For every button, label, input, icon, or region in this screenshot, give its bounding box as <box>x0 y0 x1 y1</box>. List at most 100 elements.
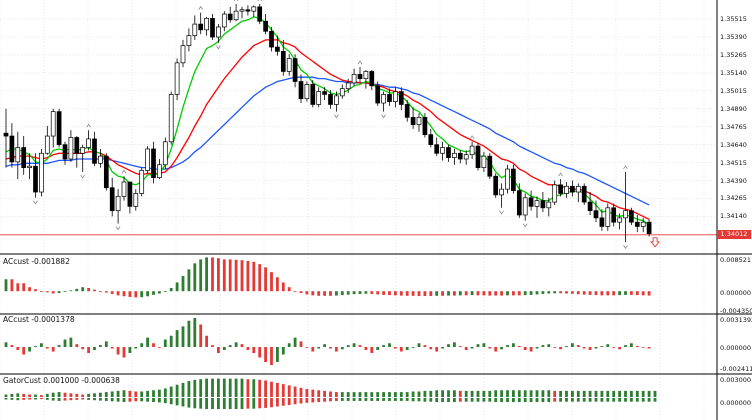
histogram-bar <box>152 343 155 347</box>
bear-candle <box>103 155 109 189</box>
histogram-bar <box>57 291 61 294</box>
histogram-bar <box>87 393 90 397</box>
bull-candle <box>27 165 32 168</box>
histogram-bar <box>352 392 356 397</box>
histogram-bar <box>270 398 273 408</box>
histogram-bar <box>535 398 539 403</box>
histogram-bar <box>116 291 120 296</box>
histogram-bar <box>264 267 267 292</box>
histogram-bar <box>81 287 85 292</box>
price-tick-label: 1.34390 <box>720 176 747 185</box>
histogram-bar <box>382 398 385 401</box>
fractal-arrow-icon <box>233 0 239 2</box>
bear-candle <box>493 175 499 196</box>
fractal-arrow-icon <box>86 123 91 128</box>
histogram-bar <box>317 398 321 403</box>
histogram-bar <box>529 291 533 295</box>
histogram-bar <box>158 398 161 403</box>
histogram-bar <box>234 398 238 410</box>
histogram-bar <box>647 398 651 402</box>
histogram-bar <box>323 398 326 402</box>
histogram-bar <box>228 398 232 410</box>
histogram-bar <box>464 390 468 397</box>
histogram-bar <box>476 390 480 397</box>
bear-candle <box>558 184 563 194</box>
histogram-bar <box>134 291 138 298</box>
bull-candle <box>339 88 345 97</box>
histogram-bar <box>429 347 433 350</box>
histogram-bar <box>335 398 338 401</box>
histogram-bar <box>553 390 557 397</box>
histogram-bar <box>63 291 67 292</box>
bull-candle <box>564 185 569 194</box>
bear-candle <box>581 185 587 203</box>
histogram-bar <box>453 390 456 397</box>
histogram-bar <box>500 291 503 296</box>
bull-candle <box>452 152 457 158</box>
bull-candle <box>186 35 192 46</box>
histogram-bar <box>193 263 197 292</box>
bull-candle <box>168 94 174 143</box>
histogram-bar <box>405 347 409 350</box>
histogram-bar <box>500 398 503 403</box>
histogram-bar <box>370 347 374 353</box>
histogram-bar <box>187 269 191 292</box>
histogram-bar <box>51 291 55 294</box>
histogram-bar <box>517 390 521 397</box>
histogram-bar <box>394 291 397 296</box>
histogram-bar <box>69 393 73 397</box>
histogram-bar <box>618 398 621 402</box>
bull-candle <box>44 135 50 154</box>
histogram-bar <box>458 291 462 296</box>
histogram-bar <box>553 347 557 348</box>
bull-candle <box>121 181 127 197</box>
histogram-bar <box>228 345 232 347</box>
histogram-bar <box>75 288 79 292</box>
bear-candle <box>457 152 463 160</box>
histogram-bar <box>547 398 551 403</box>
histogram-bar <box>34 394 37 397</box>
histogram-bar <box>287 343 291 347</box>
histogram-bar <box>128 390 132 397</box>
moving-averages <box>5 16 650 226</box>
bull-candle <box>469 145 475 156</box>
histogram-bar <box>40 343 43 347</box>
histogram-bar <box>181 382 185 397</box>
histogram-bar <box>364 291 368 294</box>
bull-candle <box>623 210 628 219</box>
histogram-bar <box>559 291 562 294</box>
histogram-bar <box>116 398 120 402</box>
histogram-bar <box>51 392 55 397</box>
histogram-bar <box>299 291 303 294</box>
histogram-bar <box>411 398 415 402</box>
candles[interactable] <box>3 4 652 243</box>
bear-candle <box>446 147 451 158</box>
histogram-bar <box>358 345 362 347</box>
histogram-bar <box>205 398 208 410</box>
histogram-bar <box>565 346 568 347</box>
histogram-bar <box>358 291 362 294</box>
histogram-bar <box>287 398 291 405</box>
histogram-bar <box>512 291 515 296</box>
histogram-bar <box>175 398 179 406</box>
histogram-bar <box>34 289 37 292</box>
histogram-bar <box>582 291 586 295</box>
histogram-bar <box>281 347 285 355</box>
histogram-bar <box>217 378 220 397</box>
histogram-bar <box>429 398 433 402</box>
panel-title-ac-2: ACcust -0.0001378 <box>3 315 75 324</box>
histogram-bar <box>264 398 267 408</box>
price-tick-label: 1.34515 <box>720 158 747 167</box>
tick-label: 0.000000 <box>720 289 752 297</box>
bull-candle <box>505 168 510 190</box>
bear-candle <box>428 134 434 146</box>
tick-label: -0.004350 <box>720 307 752 315</box>
histogram-bar <box>246 347 250 350</box>
bull-candle <box>316 91 322 105</box>
histogram-bar <box>547 291 551 294</box>
histogram-bar <box>211 378 214 397</box>
histogram-bar <box>352 343 356 347</box>
tick-label: 0.0031392 <box>720 316 752 324</box>
histogram-bar <box>364 392 368 397</box>
